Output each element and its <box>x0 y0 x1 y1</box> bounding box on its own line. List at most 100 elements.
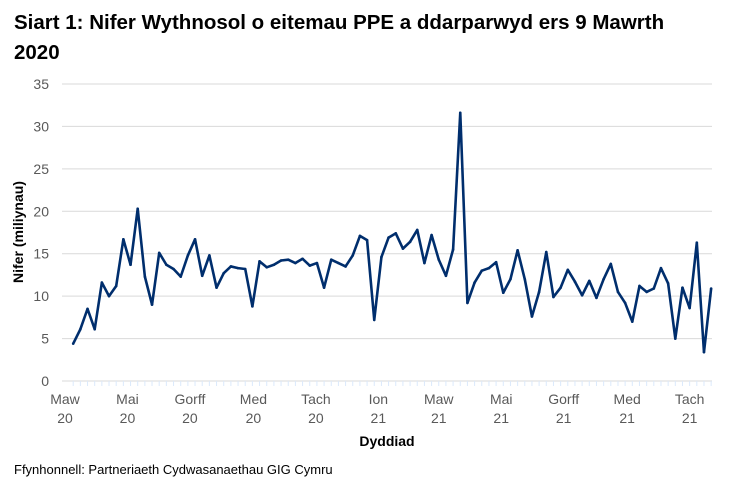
data-point <box>466 301 469 305</box>
data-point <box>165 263 168 267</box>
data-point <box>702 350 706 354</box>
data-point <box>487 266 491 270</box>
data-point <box>150 303 154 306</box>
data-point <box>494 260 498 264</box>
data-point <box>279 259 283 262</box>
data-point <box>444 274 448 278</box>
data-point <box>602 277 605 281</box>
data-point <box>609 262 613 266</box>
data-point <box>251 305 254 308</box>
data-point <box>243 267 247 271</box>
y-tick-label: 20 <box>33 203 49 219</box>
data-point <box>107 294 111 298</box>
data-point <box>143 275 147 278</box>
data-point <box>380 255 383 259</box>
x-tick-label: 21 <box>371 410 387 426</box>
data-point <box>258 260 261 263</box>
y-tick-label: 10 <box>33 288 49 304</box>
data-point <box>157 251 161 255</box>
x-tick-label: 20 <box>246 410 262 426</box>
data-point <box>71 342 75 345</box>
x-tick-label: 21 <box>493 410 509 426</box>
data-point <box>552 295 555 299</box>
data-point <box>86 307 89 311</box>
data-point <box>666 282 670 285</box>
chart-title: Siart 1: Nifer Wythnosol o eitemau PPE a… <box>14 11 665 64</box>
data-point <box>480 269 484 272</box>
y-tick-label: 0 <box>41 373 49 389</box>
y-tick-label: 25 <box>33 161 49 177</box>
data-point <box>695 241 699 244</box>
y-tick-label: 15 <box>33 246 49 262</box>
y-axis-title: Nifer (miliynau) <box>10 181 26 283</box>
y-tick-label: 30 <box>33 118 49 134</box>
data-point <box>315 261 319 265</box>
data-point <box>458 111 462 115</box>
data-point <box>272 263 276 267</box>
data-point <box>387 236 390 239</box>
x-tick-label: Gorff <box>174 391 205 407</box>
data-point <box>709 287 713 290</box>
data-point <box>516 249 519 252</box>
data-point <box>587 279 591 283</box>
data-point <box>236 266 240 270</box>
x-tick-label: 20 <box>57 410 73 426</box>
x-tick-label: 20 <box>182 410 198 426</box>
data-point <box>172 267 175 271</box>
data-point <box>423 261 426 265</box>
data-point <box>193 237 197 241</box>
data-point <box>401 247 405 250</box>
data-line <box>72 111 713 354</box>
data-point <box>329 258 333 261</box>
x-tick-label: 21 <box>619 410 635 426</box>
data-point <box>566 268 570 272</box>
data-point <box>79 327 82 331</box>
data-point <box>344 265 347 268</box>
x-tick-label: Gorff <box>548 391 579 407</box>
data-point <box>358 234 362 238</box>
data-point <box>501 291 505 295</box>
data-point <box>372 318 376 322</box>
x-axis-title: Dyddiad <box>359 433 414 449</box>
data-point <box>537 290 541 294</box>
data-point <box>523 277 527 281</box>
x-tick-label: Mai <box>490 391 513 407</box>
data-point <box>509 277 512 281</box>
data-point <box>645 290 648 294</box>
data-point <box>530 315 534 318</box>
x-tick-label: Tach <box>675 391 705 407</box>
data-point <box>365 238 369 242</box>
data-point <box>394 232 398 235</box>
data-point <box>129 263 132 267</box>
data-point <box>544 250 548 254</box>
data-point <box>308 264 312 267</box>
x-tick-label: Ion <box>369 391 388 407</box>
data-point <box>595 296 598 300</box>
data-point <box>630 320 634 323</box>
x-tick-label: Med <box>240 391 267 407</box>
data-point <box>688 306 691 310</box>
data-point <box>408 240 412 244</box>
data-point <box>322 286 326 289</box>
data-point <box>93 327 96 331</box>
data-point <box>437 258 441 261</box>
x-tick-label: 20 <box>308 410 324 426</box>
data-point <box>659 266 663 270</box>
data-point <box>674 337 677 340</box>
data-point <box>351 254 355 257</box>
x-tick-label: Tach <box>301 391 331 407</box>
data-point <box>136 207 140 211</box>
x-tick-label: Maw <box>50 391 80 407</box>
source-note: Ffynhonnell: Partneriaeth Cydwasanaethau… <box>14 462 333 477</box>
data-point <box>286 258 290 261</box>
data-point <box>580 293 584 297</box>
data-point <box>430 233 433 237</box>
data-point <box>100 281 104 284</box>
data-point <box>265 265 269 269</box>
x-tick-label: 21 <box>682 410 698 426</box>
data-point <box>473 281 476 284</box>
x-tick-label: 21 <box>556 410 572 426</box>
data-point <box>301 257 304 261</box>
